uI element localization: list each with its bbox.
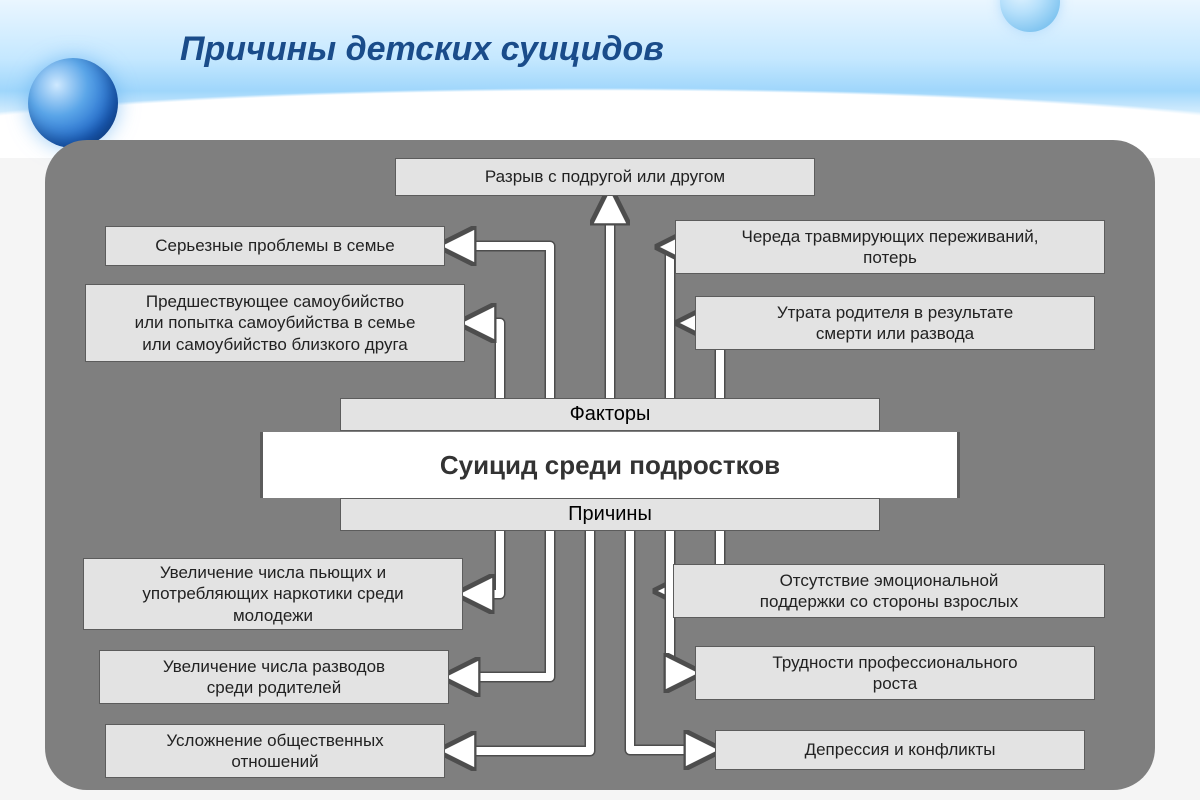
cause-node: Отсутствие эмоциональнойподдержки со сто… — [673, 564, 1105, 618]
cause-node: Депрессия и конфликты — [715, 730, 1085, 770]
page-title: Причины детских суицидов — [180, 30, 664, 69]
factor-node: Предшествующее самоубийствоили попытка с… — [85, 284, 465, 362]
cause-node: Увеличение числа разводовсреди родителей — [99, 650, 449, 704]
factor-node: Разрыв с подругой или другом — [395, 158, 815, 196]
cause-node: Трудности профессиональногороста — [695, 646, 1095, 700]
factors-tab: Факторы — [340, 398, 880, 431]
cause-node: Усложнение общественныхотношений — [105, 724, 445, 778]
diagram-panel: Факторы Суицид среди подростков Причины … — [45, 140, 1155, 790]
decorative-orb-large — [28, 58, 118, 148]
factor-node: Серьезные проблемы в семье — [105, 226, 445, 266]
factor-node: Череда травмирующих переживаний,потерь — [675, 220, 1105, 274]
center-title: Суицид среди подростков — [260, 432, 960, 498]
cause-node: Увеличение числа пьющих иупотребляющих н… — [83, 558, 463, 630]
factor-node: Утрата родителя в результатесмерти или р… — [695, 296, 1095, 350]
causes-tab: Причины — [340, 498, 880, 531]
